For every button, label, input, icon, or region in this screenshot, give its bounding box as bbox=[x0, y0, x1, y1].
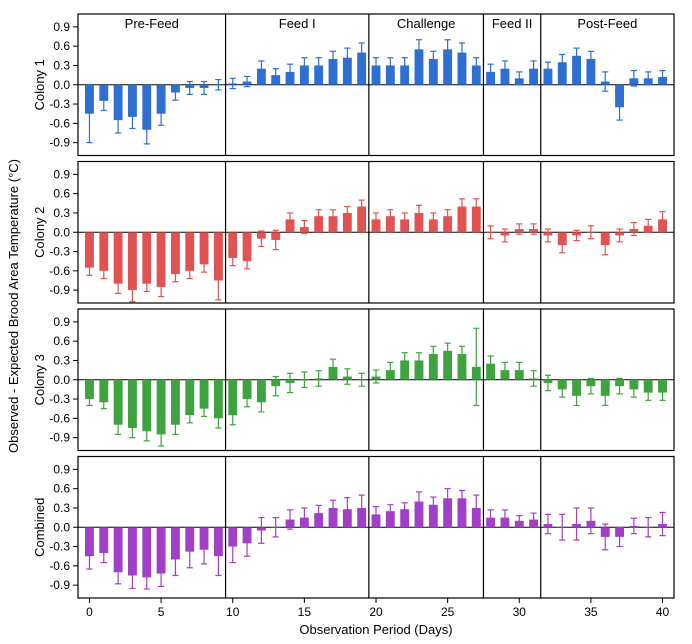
panel-1: -0.9 -0.6 -0.3 0.0 0.3 0.6 0.9 Colony 2 bbox=[32, 162, 674, 304]
y-tick-label: 0.0 bbox=[53, 78, 70, 92]
y-axis-global-label: Observed - Expected Brood Area Temperatu… bbox=[6, 159, 21, 453]
y-tick-label: 0.3 bbox=[53, 58, 70, 72]
y-tick-label: 0.9 bbox=[53, 462, 70, 476]
y-tick-label: 0.6 bbox=[53, 187, 70, 201]
panel-label: Colony 1 bbox=[32, 59, 47, 110]
y-tick-label: 0.9 bbox=[53, 167, 70, 181]
x-tick-label: 30 bbox=[513, 605, 527, 619]
y-tick-label: 0.0 bbox=[53, 225, 70, 239]
y-tick-label: 0.3 bbox=[53, 353, 70, 367]
x-tick-label: 15 bbox=[298, 605, 312, 619]
x-tick-label: 40 bbox=[656, 605, 670, 619]
y-tick-label: -0.6 bbox=[49, 264, 70, 278]
panel-3: -0.9 -0.6 -0.3 0.0 0.3 0.6 0.9 Combined bbox=[32, 457, 674, 599]
phase-label: Challenge bbox=[397, 16, 456, 31]
y-tick-label: -0.9 bbox=[49, 283, 70, 297]
phase-label: Pre-Feed bbox=[125, 16, 179, 31]
phase-label: Feed I bbox=[279, 16, 316, 31]
x-tick-label: 5 bbox=[158, 605, 165, 619]
panel-label: Colony 3 bbox=[32, 354, 47, 405]
x-tick-label: 20 bbox=[369, 605, 383, 619]
x-tick-label: 35 bbox=[584, 605, 598, 619]
panel-label: Combined bbox=[32, 498, 47, 557]
y-tick-label: 0.6 bbox=[53, 482, 70, 496]
y-tick-label: 0.6 bbox=[53, 39, 70, 53]
y-tick-label: -0.6 bbox=[49, 411, 70, 425]
y-tick-label: 0.3 bbox=[53, 206, 70, 220]
y-tick-label: -0.9 bbox=[49, 431, 70, 445]
x-axis-label: Observation Period (Days) bbox=[299, 622, 452, 637]
panel-label: Colony 2 bbox=[32, 207, 47, 258]
y-tick-label: 0.9 bbox=[53, 20, 70, 34]
y-tick-label: -0.6 bbox=[49, 116, 70, 130]
y-tick-label: 0.9 bbox=[53, 315, 70, 329]
panel-2: -0.9 -0.6 -0.3 0.0 0.3 0.6 0.9 Colony 3 bbox=[32, 309, 674, 451]
y-tick-label: 0.6 bbox=[53, 334, 70, 348]
y-tick-label: -0.3 bbox=[49, 540, 70, 554]
phase-label: Feed II bbox=[492, 16, 532, 31]
x-tick-label: 0 bbox=[86, 605, 93, 619]
y-tick-label: -0.3 bbox=[49, 97, 70, 111]
x-tick-label: 10 bbox=[226, 605, 240, 619]
phase-label: Post-Feed bbox=[577, 16, 637, 31]
y-tick-label: -0.9 bbox=[49, 578, 70, 592]
y-tick-label: 0.3 bbox=[53, 501, 70, 515]
panel-0: -0.9 -0.6 -0.3 0.0 0.3 0.6 0.9 Colony 1 Pre-Feed… bbox=[32, 14, 674, 156]
y-tick-label: 0.0 bbox=[53, 520, 70, 534]
y-tick-label: -0.3 bbox=[49, 392, 70, 406]
y-tick-label: -0.3 bbox=[49, 245, 70, 259]
chart-container: Observed - Expected Brood Area Temperatu… bbox=[0, 0, 692, 644]
y-tick-label: -0.9 bbox=[49, 136, 70, 150]
y-tick-label: 0.0 bbox=[53, 373, 70, 387]
x-tick-label: 25 bbox=[441, 605, 455, 619]
chart-svg: Observed - Expected Brood Area Temperatu… bbox=[0, 0, 692, 644]
y-tick-label: -0.6 bbox=[49, 559, 70, 573]
